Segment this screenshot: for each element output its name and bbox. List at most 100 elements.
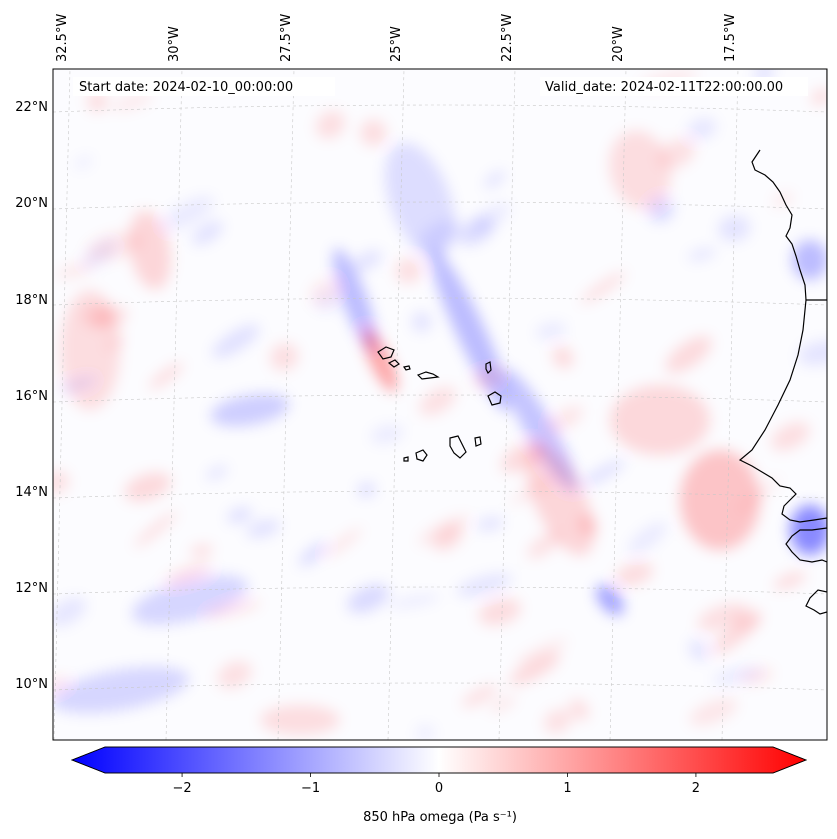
omega-anomaly	[680, 450, 760, 550]
meridian-line	[721, 69, 739, 740]
omega-anomaly	[687, 117, 717, 140]
omega-anomaly	[58, 376, 98, 393]
omega-anomaly	[315, 110, 346, 139]
valid-date-label: Valid_date: 2024-02-11T22:00:00.00	[545, 80, 783, 95]
omega-anomaly	[55, 262, 95, 279]
omega-anomaly	[53, 470, 70, 494]
colorbar-tick-label: 1	[563, 781, 571, 796]
island-sal	[485, 361, 492, 375]
colorbar-tick-label: 2	[692, 781, 700, 796]
colorbar-tick-label: −1	[301, 781, 320, 796]
omega-anomaly	[270, 343, 299, 371]
omega-anomaly	[419, 386, 457, 416]
western-sahara-coastline	[751, 149, 807, 301]
omega-anomaly	[484, 170, 506, 188]
omega-anomaly	[217, 661, 252, 689]
omega-anomaly	[324, 528, 362, 558]
colorbar-tick-label: 0	[435, 781, 443, 796]
omega-anomaly	[260, 705, 340, 735]
omega-anomaly	[610, 385, 710, 455]
omega-anomaly	[476, 517, 504, 531]
omega-anomaly	[516, 638, 568, 666]
graticule	[53, 69, 827, 740]
omega-anomaly	[352, 250, 382, 272]
parallel-line	[53, 586, 827, 595]
island-brava	[403, 456, 409, 462]
omega-anomaly	[527, 531, 561, 559]
omega-anomaly	[500, 440, 545, 473]
omega-anomaly	[792, 240, 827, 280]
start-date-label: Start date: 2024-02-10_00:00:00	[79, 80, 293, 95]
map-panel: Start date: 2024-02-10_00:00:00 Valid_da…	[15, 14, 828, 741]
longitude-labels: 32.5°W 30°W 27.5°W 25°W 22.5°W 20°W 17.5…	[55, 14, 738, 62]
meridian-line	[387, 69, 405, 740]
omega-anomaly	[712, 667, 761, 685]
meridian-line	[498, 69, 516, 740]
omega-anomaly	[191, 220, 224, 245]
omega-anomaly	[456, 573, 513, 597]
valid-date-box: Valid_date: 2024-02-11T22:00:00.00	[540, 77, 808, 96]
lat-label-20n: 20°N	[15, 196, 48, 211]
lon-label-17-5w: 17.5°W	[723, 14, 738, 62]
map-frame	[52, 68, 828, 741]
omega-anomaly	[569, 699, 590, 721]
lon-label-22-5w: 22.5°W	[500, 14, 515, 62]
omega-anomaly	[627, 521, 668, 555]
omega-anomaly	[210, 393, 290, 427]
omega-anomaly	[388, 594, 441, 608]
omega-anomaly	[614, 562, 654, 587]
omega-anomaly	[489, 696, 516, 713]
omega-anomaly	[609, 130, 671, 210]
omega-anomaly	[395, 257, 423, 284]
start-date-box: Start date: 2024-02-10_00:00:00	[73, 77, 335, 96]
omega-anomaly	[689, 698, 738, 726]
colorbar: −2 −1 0 1 2 850 hPa omega (Pa s⁻¹)	[70, 746, 808, 825]
omega-anomaly	[148, 362, 184, 390]
omega-anomaly	[104, 335, 126, 350]
meridian-line	[609, 69, 627, 740]
omega-contour-fill	[53, 69, 827, 740]
omega-anomaly	[578, 514, 598, 536]
parallel-line	[53, 201, 827, 210]
omega-anomaly	[596, 584, 624, 616]
omega-anomaly	[433, 524, 463, 551]
omega-anomaly	[580, 459, 626, 487]
island-fogo	[415, 449, 428, 462]
omega-anomaly	[347, 584, 390, 614]
island-sao-vicente	[387, 359, 400, 368]
omega-anomaly	[415, 724, 435, 740]
omega-anomaly	[665, 336, 712, 374]
omega-anomaly	[53, 597, 87, 627]
parallel-line	[53, 394, 827, 403]
omega-anomaly	[535, 322, 567, 340]
island-boa-vista	[487, 391, 502, 406]
meridian-line	[165, 69, 183, 740]
island-maio	[474, 436, 482, 447]
omega-anomaly	[525, 444, 595, 556]
lat-label-14n: 14°N	[15, 485, 48, 500]
parallel-line	[53, 104, 827, 113]
colorbar-ticks: −2 −1 0 1 2	[172, 773, 700, 796]
omega-anomaly	[129, 210, 171, 290]
parallel-line	[53, 297, 827, 306]
omega-anomaly	[461, 684, 499, 708]
omega-anomaly	[333, 248, 377, 352]
omega-anomaly	[478, 598, 521, 626]
omega-anomaly	[357, 482, 376, 497]
omega-anomaly	[735, 477, 781, 514]
omega-anomaly	[124, 472, 172, 502]
omega-anomaly	[811, 88, 827, 105]
omega-anomaly	[360, 119, 387, 146]
omega-anomaly	[688, 639, 709, 661]
omega-anomaly	[299, 542, 327, 567]
omega-anomaly	[697, 603, 748, 631]
lat-label-18n: 18°N	[15, 293, 48, 308]
lat-label-22n: 22°N	[15, 100, 48, 115]
lon-label-30w: 30°W	[167, 26, 182, 62]
omega-anomaly	[315, 290, 341, 312]
omega-anomaly	[771, 422, 810, 451]
omega-anomaly	[206, 465, 228, 480]
lat-label-16n: 16°N	[15, 389, 48, 404]
parallel-line	[53, 682, 827, 691]
omega-anomaly	[648, 197, 674, 223]
